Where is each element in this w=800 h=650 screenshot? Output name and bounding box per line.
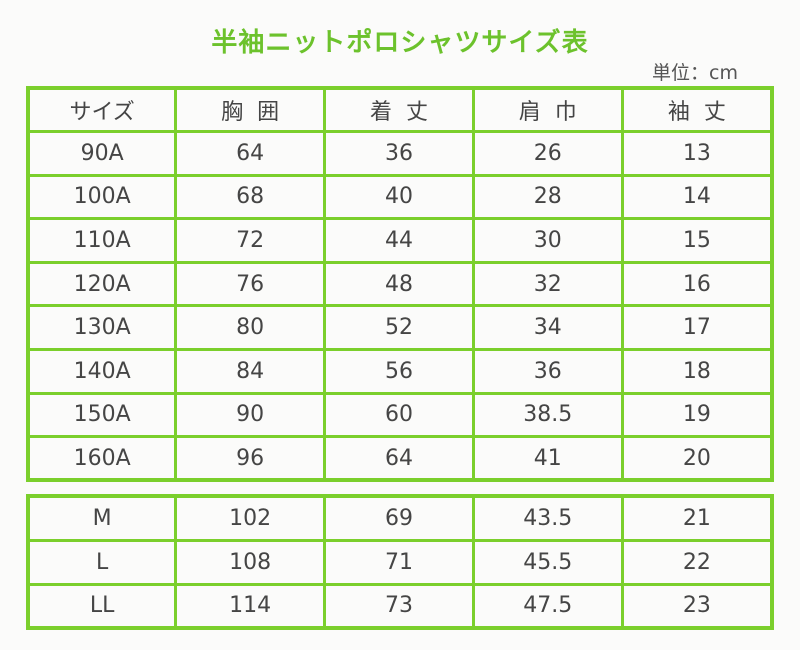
cell-size: 160A [26,435,178,482]
cell-shoulder: 26 [471,130,624,177]
cell-size: 110A [26,217,178,264]
cell-sleeve: 23 [620,582,774,630]
cell-length: 69 [323,494,475,542]
cell-size: 130A [26,304,178,352]
cell-length: 48 [323,260,475,308]
cell-chest: 84 [174,348,327,395]
cell-size: LL [26,582,178,630]
cell-chest: 80 [174,304,327,352]
cell-chest: 64 [174,130,327,177]
cell-chest: 90 [174,391,327,439]
cell-length: 40 [323,173,475,221]
cell-sleeve: 17 [620,304,774,352]
header-length: 着丈 [323,86,475,134]
header-size: サイズ [26,86,178,134]
cell-shoulder: 32 [471,260,624,308]
cell-chest: 114 [174,582,327,630]
size-table-kids: サイズ 胸囲 着丈 肩巾 袖丈 90A 64 36 26 13 100A 68 … [26,86,774,483]
cell-chest: 72 [174,217,327,264]
cell-shoulder: 38.5 [471,391,624,439]
cell-size: 90A [26,130,178,177]
header-row: サイズ 胸囲 着丈 肩巾 袖丈 [26,86,774,134]
cell-shoulder: 43.5 [471,494,624,542]
header-sleeve: 袖丈 [620,86,774,134]
table-row: L 108 71 45.5 22 [26,538,774,586]
header-shoulder: 肩巾 [471,86,624,134]
cell-size: 100A [26,173,178,221]
cell-shoulder: 28 [471,173,624,221]
cell-sleeve: 19 [620,391,774,439]
cell-size: M [26,494,178,542]
cell-shoulder: 36 [471,348,624,395]
table-row: 140A 84 56 36 18 [26,348,774,395]
cell-sleeve: 20 [620,435,774,482]
cell-chest: 108 [174,538,327,586]
cell-sleeve: 15 [620,217,774,264]
cell-size: L [26,538,178,586]
table-row: 150A 90 60 38.5 19 [26,391,774,439]
cell-sleeve: 22 [620,538,774,586]
cell-length: 64 [323,435,475,482]
cell-sleeve: 14 [620,173,774,221]
cell-size: 120A [26,260,178,308]
cell-length: 52 [323,304,475,352]
cell-length: 56 [323,348,475,395]
cell-length: 36 [323,130,475,177]
cell-chest: 102 [174,494,327,542]
cell-length: 44 [323,217,475,264]
table-row: 100A 68 40 28 14 [26,173,774,221]
cell-size: 150A [26,391,178,439]
cell-sleeve: 13 [620,130,774,177]
table-row: 90A 64 36 26 13 [26,130,774,177]
size-table-adult: M 102 69 43.5 21 L 108 71 45.5 22 LL 114… [26,494,774,630]
unit-label: 単位：cm [652,62,738,84]
page-title: 半袖ニットポロシャツサイズ表 [211,28,589,58]
cell-shoulder: 45.5 [471,538,624,586]
cell-sleeve: 16 [620,260,774,308]
cell-shoulder: 41 [471,435,624,482]
cell-chest: 76 [174,260,327,308]
table-row: 110A 72 44 30 15 [26,217,774,264]
table-row: LL 114 73 47.5 23 [26,582,774,630]
table-row: 160A 96 64 41 20 [26,435,774,482]
cell-shoulder: 47.5 [471,582,624,630]
cell-sleeve: 18 [620,348,774,395]
table-row: M 102 69 43.5 21 [26,494,774,542]
table-row: 130A 80 52 34 17 [26,304,774,352]
header-chest: 胸囲 [174,86,327,134]
cell-length: 71 [323,538,475,586]
cell-chest: 96 [174,435,327,482]
cell-length: 60 [323,391,475,439]
cell-chest: 68 [174,173,327,221]
cell-shoulder: 34 [471,304,624,352]
cell-sleeve: 21 [620,494,774,542]
cell-shoulder: 30 [471,217,624,264]
cell-size: 140A [26,348,178,395]
cell-length: 73 [323,582,475,630]
table-row: 120A 76 48 32 16 [26,260,774,308]
